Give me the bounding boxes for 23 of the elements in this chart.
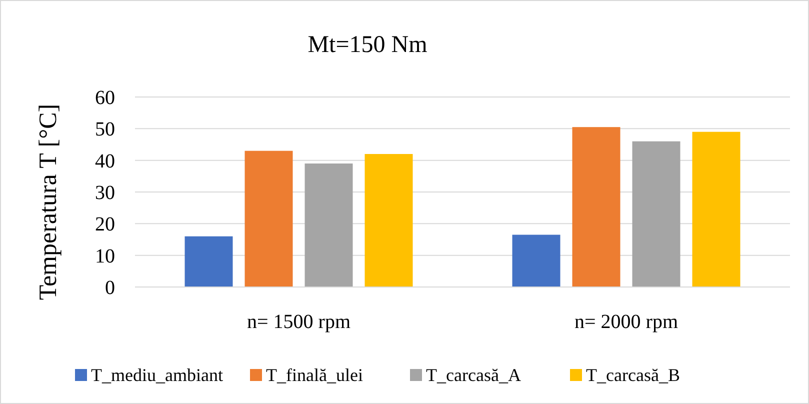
y-tick-label: 20: [95, 214, 115, 236]
bar: [184, 236, 233, 287]
legend-label: T_carcasă_A: [426, 365, 521, 385]
y-tick-label: 40: [95, 150, 115, 172]
bar: [244, 150, 293, 287]
legend-label: T_finală_ulei: [266, 365, 363, 385]
bar: [364, 154, 413, 287]
legend-label: T_carcasă_B: [586, 365, 680, 385]
chart-title: Mt=150 Nm: [308, 32, 428, 58]
y-tick-label: 10: [95, 245, 115, 268]
y-tick-label: 60: [95, 87, 115, 109]
bar: [572, 127, 620, 287]
bar: [304, 164, 353, 287]
bar: [632, 141, 680, 287]
y-tick-label: 30: [95, 182, 115, 204]
x-tick-label: n= 2000 rpm: [574, 311, 678, 333]
y-tick-label: 0: [105, 277, 115, 299]
x-tick-label: n= 1500 rpm: [247, 311, 351, 333]
legend-label: T_mediu_ambiant: [91, 365, 223, 385]
y-tick-label: 50: [95, 118, 115, 141]
bar: [512, 234, 560, 287]
y-axis-title: Temperatura T [°C]: [35, 104, 62, 300]
bar: [692, 132, 740, 287]
